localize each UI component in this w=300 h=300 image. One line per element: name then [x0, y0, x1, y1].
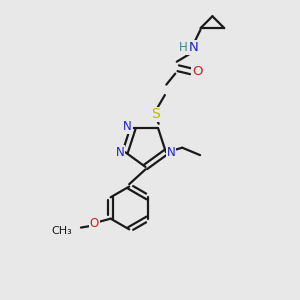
Text: S: S	[152, 107, 160, 121]
Text: CH₃: CH₃	[52, 226, 73, 236]
Text: O: O	[90, 217, 99, 230]
Text: N: N	[167, 146, 176, 159]
Text: N: N	[189, 41, 199, 54]
Text: H: H	[179, 41, 188, 54]
Text: N: N	[123, 120, 132, 133]
Text: N: N	[116, 146, 124, 159]
Text: O: O	[192, 65, 202, 78]
